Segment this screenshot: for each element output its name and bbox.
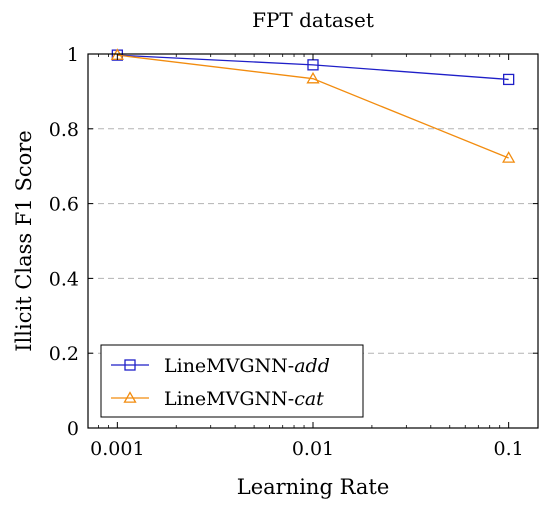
x-tick-label: 0.001 [90,438,144,460]
y-tick-label: 0.8 [49,119,79,141]
series-layer [110,48,516,163]
grid [88,128,538,354]
legend-marker [124,359,136,371]
legend: LineMVGNN-add LineMVGNN-cat [100,344,364,418]
y-tick-label: 0.6 [49,194,79,216]
y-axis-title: Illicit Class F1 Score [12,130,36,351]
legend-marker [123,391,137,403]
y-tick-label: 0 [67,418,79,440]
legend-item-cat: LineMVGNN-cat [111,388,324,410]
legend-label: LineMVGNN-add [164,355,330,377]
y-tick-label: 0.2 [49,343,79,365]
x-tick-label: 0.01 [292,438,334,460]
x-axis-title: Learning Rate [237,475,390,499]
legend-item-add: LineMVGNN-add [111,355,330,377]
legend-label: LineMVGNN-cat [164,388,324,410]
chart-title: FPT dataset [252,8,374,32]
x-tick-label: 0.1 [494,438,524,460]
data-point-add [503,73,515,86]
series-line-cat [117,54,509,159]
y-tick-label: 0.4 [49,268,79,290]
data-point-cat [306,71,320,84]
series-line-add [117,54,509,81]
axis-ticks: 0 0.2 0.4 0.6 0.8 1 0.001 0.01 0.1 [49,44,538,460]
series-cat [110,48,516,163]
y-tick-label: 1 [67,44,79,66]
legend-box [100,344,364,418]
data-point-cat [502,151,516,163]
